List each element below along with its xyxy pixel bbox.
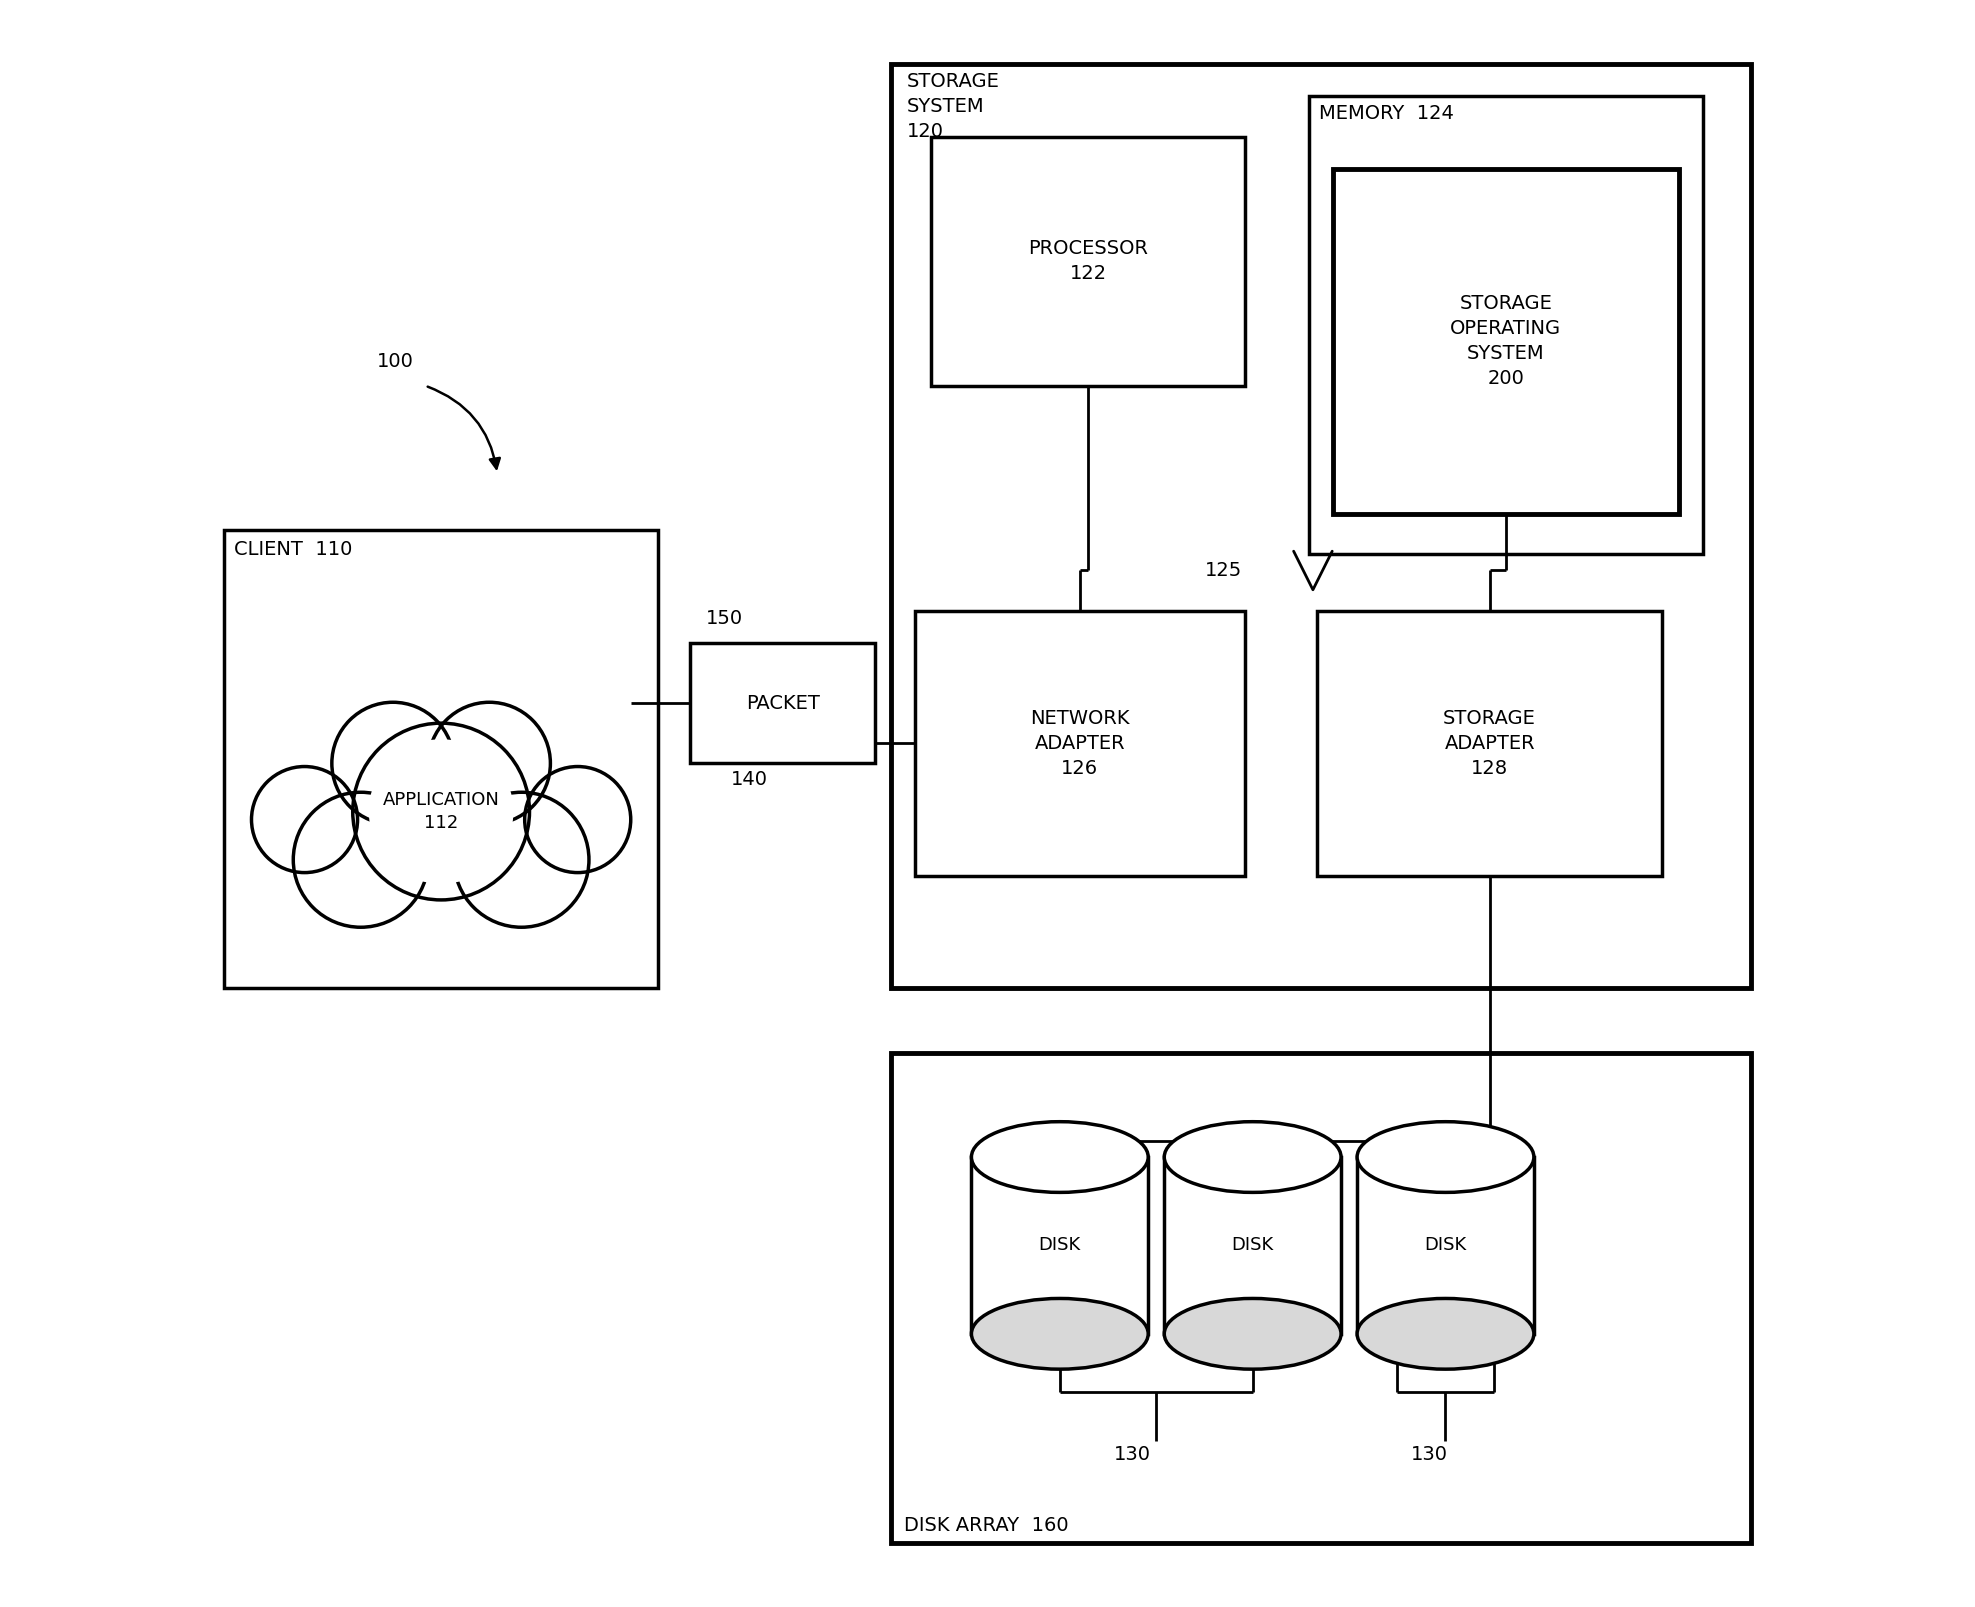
- Bar: [1165, 1157, 1341, 1334]
- Text: PACKET: PACKET: [747, 694, 820, 712]
- Ellipse shape: [972, 1122, 1147, 1192]
- Ellipse shape: [1165, 1122, 1341, 1192]
- Bar: [1333, 169, 1679, 514]
- Circle shape: [354, 723, 529, 900]
- Text: STORAGE
ADAPTER
128: STORAGE ADAPTER 128: [1444, 709, 1537, 778]
- Text: PROCESSOR
122: PROCESSOR 122: [1027, 239, 1147, 283]
- Bar: [1357, 1157, 1535, 1334]
- Ellipse shape: [1357, 1298, 1535, 1369]
- Text: 130: 130: [1114, 1445, 1151, 1464]
- Text: 125: 125: [1205, 561, 1242, 580]
- Text: STORAGE
SYSTEM
120: STORAGE SYSTEM 120: [907, 72, 999, 141]
- Circle shape: [369, 739, 514, 884]
- Text: STORAGE
OPERATING
SYSTEM
200: STORAGE OPERATING SYSTEM 200: [1450, 294, 1562, 389]
- Text: 100: 100: [377, 352, 413, 371]
- Text: DISK: DISK: [1232, 1236, 1274, 1255]
- Circle shape: [429, 702, 551, 824]
- Circle shape: [332, 702, 454, 824]
- Circle shape: [525, 767, 630, 873]
- Ellipse shape: [972, 1298, 1147, 1369]
- Bar: [972, 1157, 1147, 1334]
- Text: MEMORY  124: MEMORY 124: [1319, 104, 1454, 124]
- Bar: [225, 530, 658, 988]
- Circle shape: [251, 767, 357, 873]
- Text: NETWORK
ADAPTER
126: NETWORK ADAPTER 126: [1031, 709, 1130, 778]
- Text: CLIENT  110: CLIENT 110: [233, 540, 352, 559]
- Bar: [1317, 611, 1663, 876]
- Circle shape: [454, 792, 589, 927]
- Bar: [914, 611, 1244, 876]
- Bar: [891, 64, 1750, 988]
- Text: DISK: DISK: [1424, 1236, 1467, 1255]
- Bar: [932, 137, 1244, 386]
- Text: 130: 130: [1410, 1445, 1448, 1464]
- Ellipse shape: [1165, 1298, 1341, 1369]
- Text: 140: 140: [731, 770, 768, 789]
- Ellipse shape: [1357, 1122, 1535, 1192]
- Circle shape: [292, 792, 429, 927]
- Bar: [891, 1053, 1750, 1543]
- Bar: [1309, 96, 1702, 554]
- Bar: [689, 643, 875, 763]
- Text: DISK: DISK: [1039, 1236, 1080, 1255]
- Text: 150: 150: [707, 609, 743, 628]
- Text: APPLICATION
112: APPLICATION 112: [383, 791, 500, 832]
- Text: DISK ARRAY  160: DISK ARRAY 160: [905, 1515, 1068, 1535]
